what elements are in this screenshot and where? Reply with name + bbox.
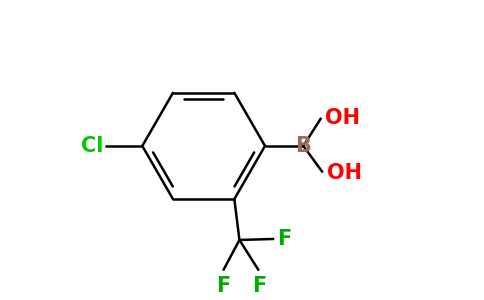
Text: OH: OH [325, 108, 360, 128]
Text: Cl: Cl [80, 136, 103, 156]
Text: OH: OH [327, 163, 362, 182]
Text: F: F [252, 276, 266, 296]
Text: B: B [295, 136, 311, 156]
Text: F: F [216, 276, 230, 296]
Text: F: F [277, 229, 291, 249]
